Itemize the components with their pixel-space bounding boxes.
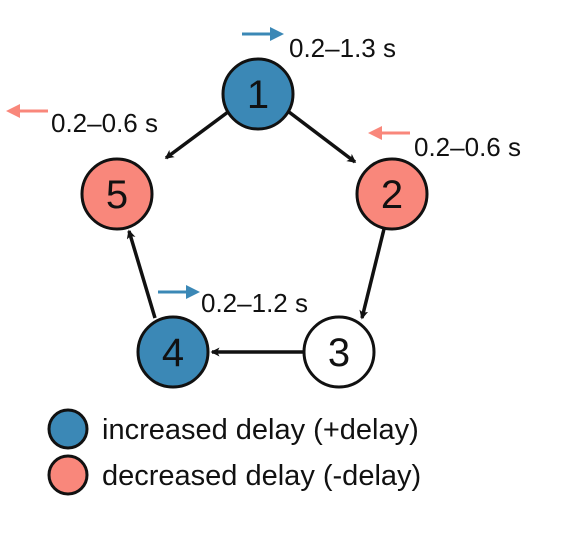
node-4-label: 4	[162, 331, 184, 375]
legend-label-decreased: decreased delay (-delay)	[102, 460, 421, 492]
delay-range-node-4: 0.2–1.2 s	[201, 288, 308, 318]
edge-1-to-2	[287, 110, 357, 164]
node-2: 2	[355, 157, 429, 231]
legend-label-increased: increased delay (+delay)	[102, 414, 419, 446]
node-1-label: 1	[247, 73, 269, 117]
annotation-node-5: 0.2–0.6 s	[6, 104, 158, 138]
annotation-node-4: 0.2–1.2 s	[158, 285, 308, 318]
right-arrow-icon	[158, 285, 200, 299]
right-arrow-icon	[242, 27, 284, 41]
delay-range-node-2: 0.2–0.6 s	[414, 132, 521, 162]
nodes-group: 1 2 3 4 5	[80, 57, 429, 389]
node-4: 4	[136, 315, 210, 389]
delay-range-node-1: 0.2–1.3 s	[289, 33, 396, 63]
legend-item-increased: increased delay (+delay)	[47, 408, 419, 450]
annotation-node-2: 0.2–0.6 s	[368, 126, 521, 162]
node-2-label: 2	[381, 173, 403, 217]
node-5-label: 5	[106, 173, 128, 217]
annotations-group: 0.2–1.3 s 0.2–0.6 s 0.2–0.6 s 0.2–1.2 s	[6, 27, 521, 318]
delay-range-node-5: 0.2–0.6 s	[51, 108, 158, 138]
edge-4-to-5	[126, 229, 157, 319]
edge-1-to-5	[164, 110, 230, 160]
node-1: 1	[221, 57, 295, 131]
legend-item-decreased: decreased delay (-delay)	[47, 454, 421, 496]
left-arrow-icon	[6, 104, 48, 118]
edges-group	[126, 110, 386, 357]
legend: increased delay (+delay) decreased delay…	[47, 408, 421, 496]
node-3-label: 3	[328, 331, 350, 375]
edge-2-to-3	[359, 228, 386, 320]
left-arrow-icon	[368, 126, 410, 140]
node-5: 5	[80, 157, 154, 231]
node-3: 3	[302, 315, 376, 389]
legend-swatch-decreased	[47, 454, 89, 496]
annotation-node-1: 0.2–1.3 s	[242, 27, 396, 63]
legend-swatch-increased	[47, 408, 89, 450]
